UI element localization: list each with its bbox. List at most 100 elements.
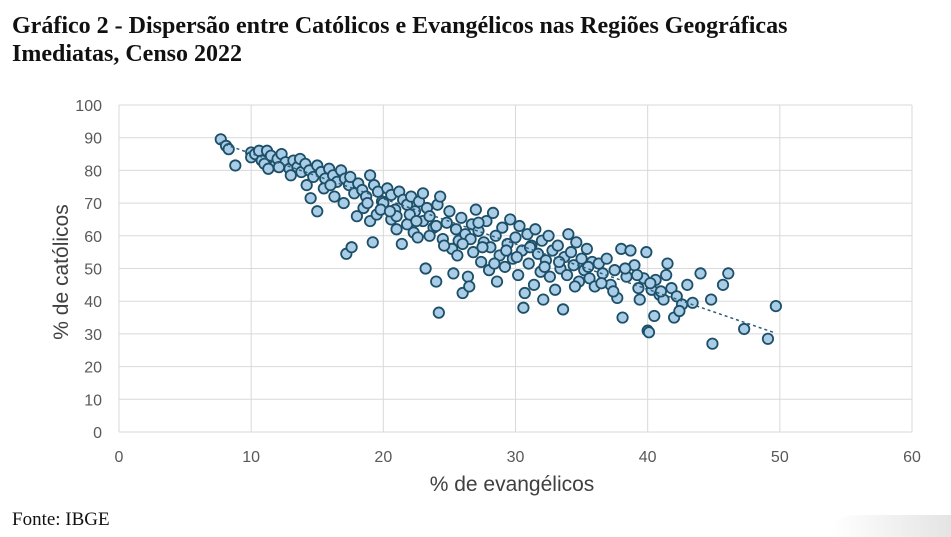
y-tick-label: 100 xyxy=(75,98,102,115)
data-point xyxy=(529,223,542,236)
y-tick-label: 10 xyxy=(84,392,102,409)
data-point xyxy=(475,255,488,269)
data-point xyxy=(564,246,578,259)
data-point xyxy=(440,216,453,229)
data-point xyxy=(705,293,718,306)
data-point xyxy=(229,159,242,172)
y-tick-labels: 0 10 20 30 40 50 60 70 80 90 100 xyxy=(75,98,102,442)
data-point xyxy=(311,205,324,218)
data-point xyxy=(562,228,575,241)
data-point xyxy=(432,306,445,319)
data-point xyxy=(722,267,735,280)
x-tick-label: 50 xyxy=(771,449,789,466)
data-point xyxy=(284,169,297,182)
data-point xyxy=(455,211,468,224)
data-point xyxy=(488,257,501,270)
data-point xyxy=(527,278,541,291)
data-point xyxy=(542,229,555,242)
data-point xyxy=(624,244,637,257)
data-point xyxy=(556,303,570,316)
data-point xyxy=(438,239,451,252)
data-point xyxy=(616,311,629,324)
y-tick-label: 90 xyxy=(84,131,102,148)
y-tick-label: 20 xyxy=(84,360,102,377)
data-point xyxy=(496,221,509,234)
data-point xyxy=(476,241,489,254)
data-point xyxy=(395,237,408,251)
data-point xyxy=(410,214,423,228)
data-point xyxy=(383,205,397,218)
data-point xyxy=(608,264,621,277)
corner-shadow xyxy=(831,515,951,537)
x-tick-label: 10 xyxy=(242,449,260,466)
data-point xyxy=(538,260,551,273)
data-point xyxy=(673,304,686,318)
data-point xyxy=(694,267,707,280)
data-point xyxy=(456,237,469,251)
data-point xyxy=(644,277,657,290)
data-point xyxy=(648,309,661,323)
data-point xyxy=(272,161,286,174)
y-tick-label: 50 xyxy=(84,262,102,279)
chart-title-line-2: Imediatas, Censo 2022 xyxy=(12,41,243,67)
data-point xyxy=(504,213,517,226)
data-point xyxy=(434,190,447,203)
data-point xyxy=(419,262,432,275)
data-point xyxy=(570,236,583,249)
data-point xyxy=(486,206,500,220)
data-point xyxy=(500,244,513,257)
data-point xyxy=(490,275,504,288)
data-point xyxy=(580,242,593,255)
data-point xyxy=(324,179,337,192)
data-point xyxy=(738,322,751,336)
y-tick-label: 70 xyxy=(84,196,102,213)
data-point xyxy=(560,268,574,282)
data-point xyxy=(769,300,782,313)
data-point xyxy=(416,187,430,200)
data-point xyxy=(328,190,341,203)
x-tick-label: 0 xyxy=(115,449,124,466)
data-point xyxy=(447,267,460,280)
data-point xyxy=(595,277,608,290)
data-points xyxy=(214,133,782,350)
x-tick-label: 60 xyxy=(903,449,921,466)
trendline xyxy=(219,141,774,333)
data-point xyxy=(630,268,644,282)
data-point xyxy=(660,268,673,282)
data-point xyxy=(423,229,436,242)
x-tick-label: 40 xyxy=(639,449,657,466)
data-point xyxy=(661,257,674,270)
data-point xyxy=(509,231,522,244)
data-point xyxy=(469,203,482,216)
data-point xyxy=(681,278,694,291)
data-point xyxy=(304,192,317,205)
data-point xyxy=(423,210,436,223)
data-point xyxy=(543,270,556,283)
data-point xyxy=(430,275,443,288)
data-point xyxy=(568,280,582,293)
data-point xyxy=(706,337,719,350)
data-point xyxy=(640,246,653,259)
data-point xyxy=(337,197,350,210)
data-point xyxy=(451,249,464,262)
data-point xyxy=(642,326,656,339)
data-point xyxy=(716,278,730,291)
data-point xyxy=(518,286,531,300)
data-point xyxy=(512,268,525,282)
x-axis-label: % de evangélicos xyxy=(430,473,595,496)
x-tick-label: 20 xyxy=(374,449,392,466)
data-point xyxy=(430,219,443,233)
data-point xyxy=(411,231,424,244)
data-point xyxy=(549,283,562,296)
chart-title: Gráfico 2 - Dispersão entre Católicos e … xyxy=(12,12,932,68)
y-tick-label: 60 xyxy=(84,229,102,246)
data-point xyxy=(619,262,632,275)
y-tick-label: 40 xyxy=(84,294,102,311)
data-point xyxy=(461,270,475,283)
chart-title-line-1: Gráfico 2 - Dispersão entre Católicos e … xyxy=(12,13,788,39)
y-tick-label: 30 xyxy=(84,327,102,344)
data-point xyxy=(551,239,564,252)
data-point xyxy=(350,210,363,223)
data-point xyxy=(344,170,357,184)
